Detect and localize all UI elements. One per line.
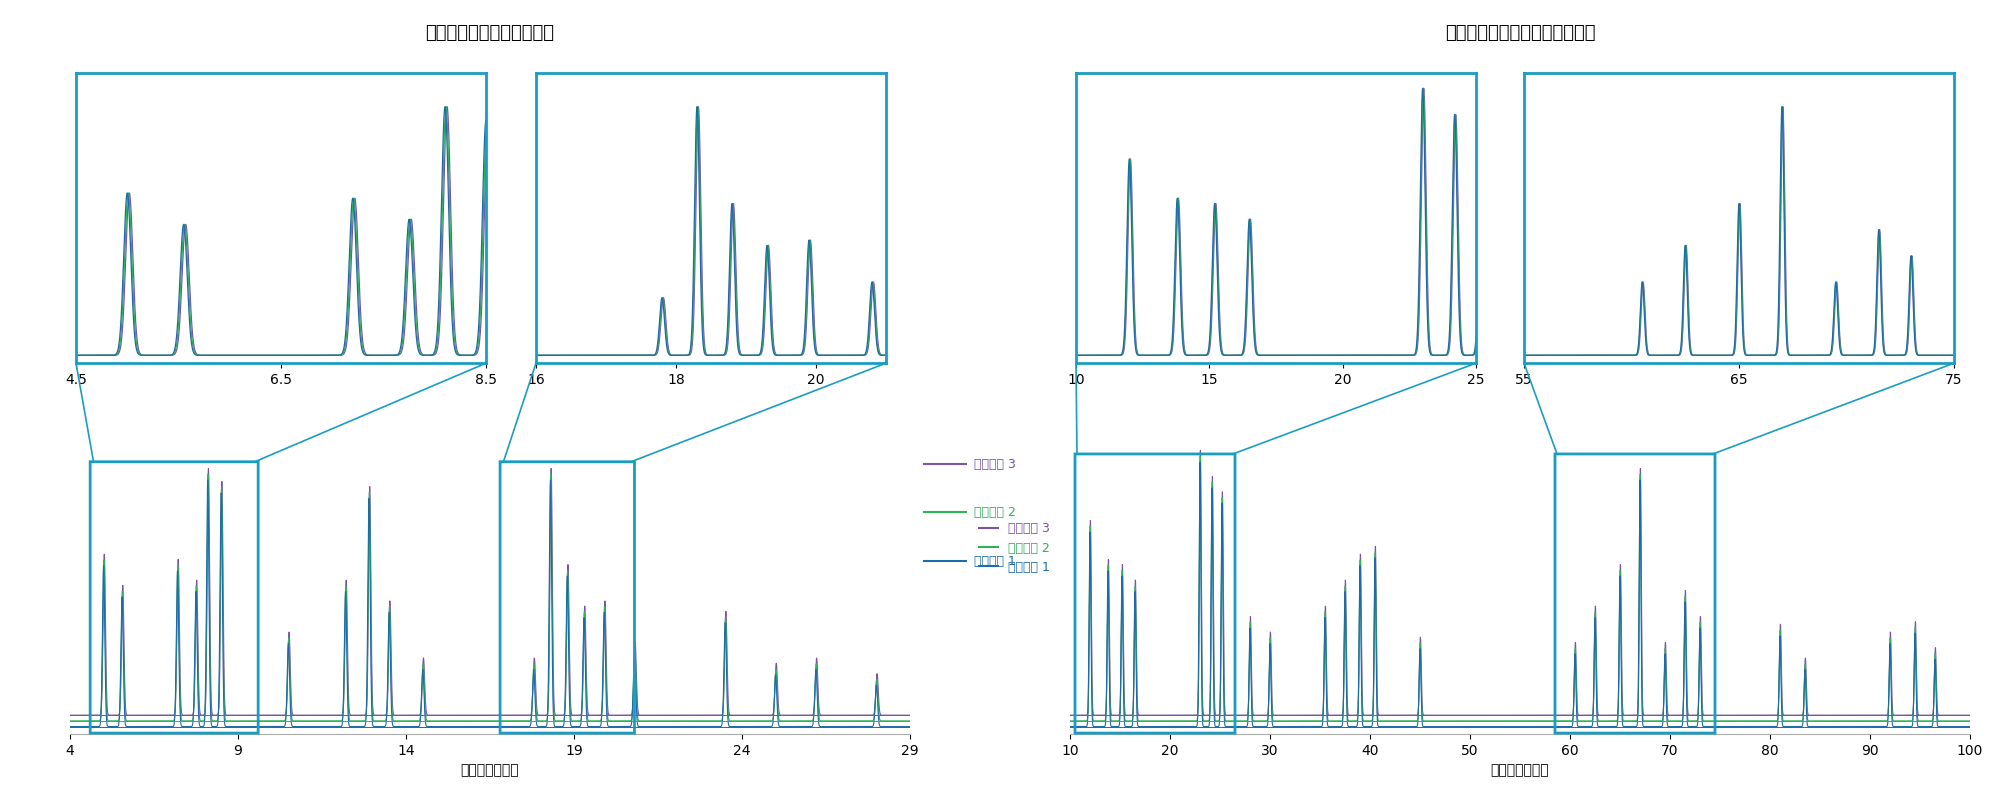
X-axis label: 保持時間（分）: 保持時間（分） [1490,763,1550,778]
Text: システム 1: システム 1 [974,555,1016,568]
Legend: システム 3, システム 2, システム 1: システム 3, システム 2, システム 1 [974,517,1054,579]
X-axis label: 保持時間（分）: 保持時間（分） [460,763,520,778]
Text: 低流量、緩やかなグラジエント: 低流量、緩やかなグラジエント [1444,24,1596,42]
Text: 高流量、急なグラジエント: 高流量、急なグラジエント [426,24,554,42]
Text: システム 3: システム 3 [974,458,1016,471]
Text: システム 2: システム 2 [974,507,1016,520]
